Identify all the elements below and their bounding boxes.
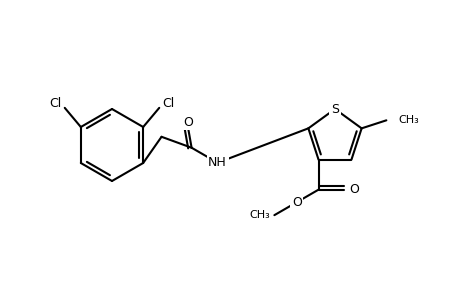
Text: O: O <box>291 196 301 209</box>
Text: O: O <box>182 116 192 129</box>
Text: Cl: Cl <box>162 97 174 110</box>
Text: S: S <box>330 103 338 116</box>
Text: NH: NH <box>208 156 226 169</box>
Text: CH₃: CH₃ <box>249 210 270 220</box>
Text: O: O <box>349 183 358 196</box>
Text: CH₃: CH₃ <box>397 115 418 125</box>
Text: Cl: Cl <box>50 97 62 110</box>
